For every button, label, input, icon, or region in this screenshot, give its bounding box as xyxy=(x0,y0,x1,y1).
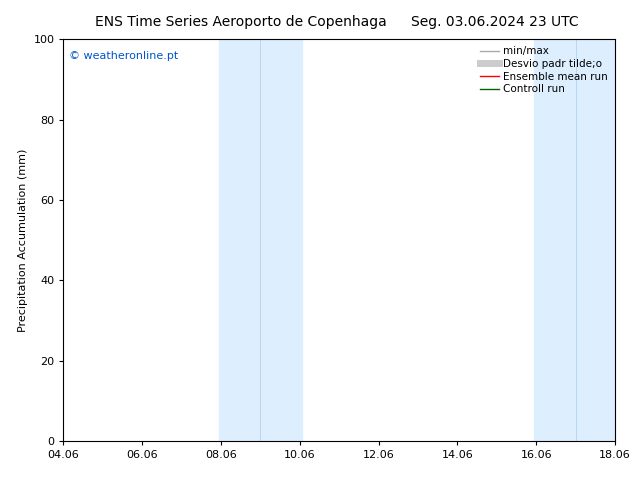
Text: © weatheronline.pt: © weatheronline.pt xyxy=(69,51,178,61)
Legend: min/max, Desvio padr tilde;o, Ensemble mean run, Controll run: min/max, Desvio padr tilde;o, Ensemble m… xyxy=(478,45,610,97)
Bar xyxy=(576,39,617,441)
Bar xyxy=(261,39,302,441)
Bar xyxy=(534,39,576,441)
Bar xyxy=(219,39,261,441)
Y-axis label: Precipitation Accumulation (mm): Precipitation Accumulation (mm) xyxy=(18,148,28,332)
Text: ENS Time Series Aeroporto de Copenhaga: ENS Time Series Aeroporto de Copenhaga xyxy=(95,15,387,29)
Text: Seg. 03.06.2024 23 UTC: Seg. 03.06.2024 23 UTC xyxy=(411,15,578,29)
